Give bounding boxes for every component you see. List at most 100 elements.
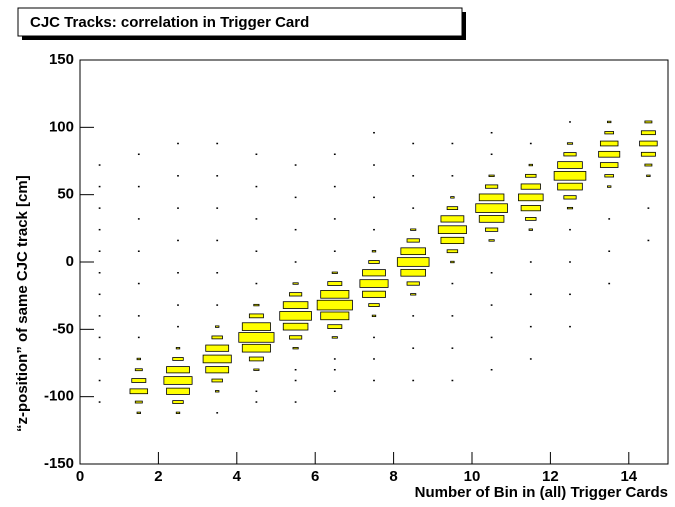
- dot: [137, 218, 140, 220]
- box: [640, 151, 656, 157]
- box: [488, 239, 495, 242]
- box: [525, 217, 537, 221]
- box: [172, 357, 184, 361]
- dot: [451, 142, 454, 145]
- dot: [569, 293, 571, 296]
- dot: [529, 358, 532, 360]
- box: [410, 228, 417, 231]
- dot: [216, 272, 219, 274]
- box: [450, 196, 455, 199]
- dot: [647, 239, 650, 242]
- dot: [255, 390, 258, 393]
- box: [563, 195, 577, 200]
- box: [172, 400, 184, 404]
- dot: [529, 261, 532, 263]
- dot: [608, 282, 611, 285]
- dot: [569, 325, 571, 328]
- box: [553, 171, 587, 181]
- box: [289, 292, 303, 297]
- dot: [216, 304, 219, 306]
- box: [241, 343, 271, 353]
- dot: [177, 142, 179, 145]
- dot: [98, 207, 101, 209]
- box: [327, 281, 343, 286]
- dot: [255, 185, 258, 188]
- dot: [451, 379, 454, 382]
- box: [406, 238, 420, 243]
- box: [289, 335, 303, 340]
- dot: [294, 401, 297, 403]
- dot: [490, 272, 493, 274]
- box: [248, 313, 264, 319]
- box: [136, 357, 141, 361]
- box: [566, 206, 574, 210]
- x-axis-label: Number of Bin in (all) Trigger Cards: [415, 484, 668, 501]
- box: [478, 193, 505, 202]
- box: [362, 269, 386, 277]
- dot: [137, 185, 140, 188]
- box: [488, 174, 495, 177]
- box: [215, 390, 220, 393]
- dot: [98, 228, 101, 231]
- dot: [98, 379, 101, 382]
- box: [166, 366, 190, 374]
- box: [215, 325, 220, 328]
- box: [446, 206, 459, 210]
- box: [166, 387, 190, 395]
- box: [518, 193, 544, 202]
- dot: [412, 207, 415, 209]
- x-tick-label: 6: [311, 468, 319, 485]
- dot: [373, 379, 375, 382]
- dot: [647, 207, 650, 209]
- dot: [255, 250, 258, 252]
- box: [525, 173, 537, 178]
- dot: [294, 228, 297, 231]
- dot: [529, 293, 532, 296]
- dot: [137, 282, 140, 285]
- box: [175, 411, 181, 414]
- box: [368, 260, 380, 264]
- dot: [255, 153, 258, 156]
- box: [253, 303, 260, 307]
- dot: [490, 131, 493, 134]
- dot: [216, 239, 219, 242]
- box: [520, 183, 541, 190]
- box: [368, 303, 380, 307]
- box: [478, 215, 505, 223]
- dot: [608, 250, 611, 252]
- dot: [137, 250, 140, 252]
- dot: [98, 315, 101, 317]
- box: [134, 368, 143, 372]
- box: [475, 203, 508, 213]
- dot: [569, 261, 571, 263]
- box: [604, 174, 615, 178]
- dot: [451, 347, 454, 349]
- box: [406, 281, 420, 286]
- dot: [177, 325, 179, 328]
- dot: [373, 131, 375, 134]
- dot: [216, 412, 219, 414]
- dot: [177, 175, 179, 177]
- dot: [412, 315, 415, 317]
- dot: [490, 153, 493, 156]
- box: [131, 378, 147, 383]
- box: [599, 140, 619, 147]
- box: [205, 366, 230, 374]
- dot: [333, 358, 336, 360]
- box: [639, 140, 658, 147]
- x-tick-label: 10: [464, 468, 481, 485]
- dot: [294, 261, 297, 263]
- dot: [333, 390, 336, 393]
- dot: [137, 315, 140, 317]
- dot: [490, 368, 493, 371]
- y-tick-label: 50: [57, 186, 74, 203]
- box: [440, 236, 465, 245]
- box: [557, 182, 583, 191]
- box: [253, 368, 260, 371]
- dot: [412, 379, 415, 382]
- dot: [98, 164, 101, 166]
- dot: [98, 250, 101, 252]
- box: [211, 335, 223, 340]
- dot: [529, 325, 532, 328]
